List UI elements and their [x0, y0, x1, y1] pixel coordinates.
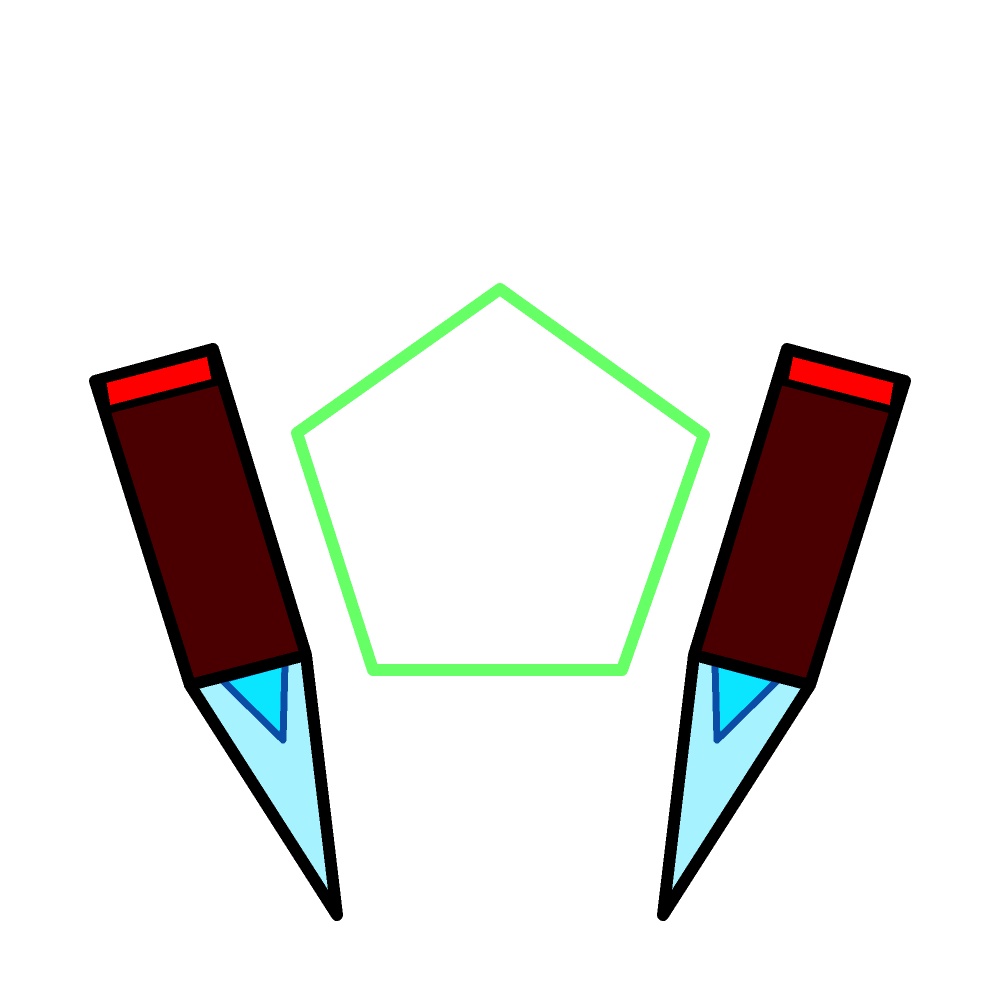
right-blade-cap: [780, 348, 902, 414]
right-blade-icon: [657, 343, 911, 921]
left-blade-icon: [89, 343, 343, 921]
left-blade-cap: [98, 348, 220, 414]
pentagon-outline-icon: [291, 283, 710, 676]
